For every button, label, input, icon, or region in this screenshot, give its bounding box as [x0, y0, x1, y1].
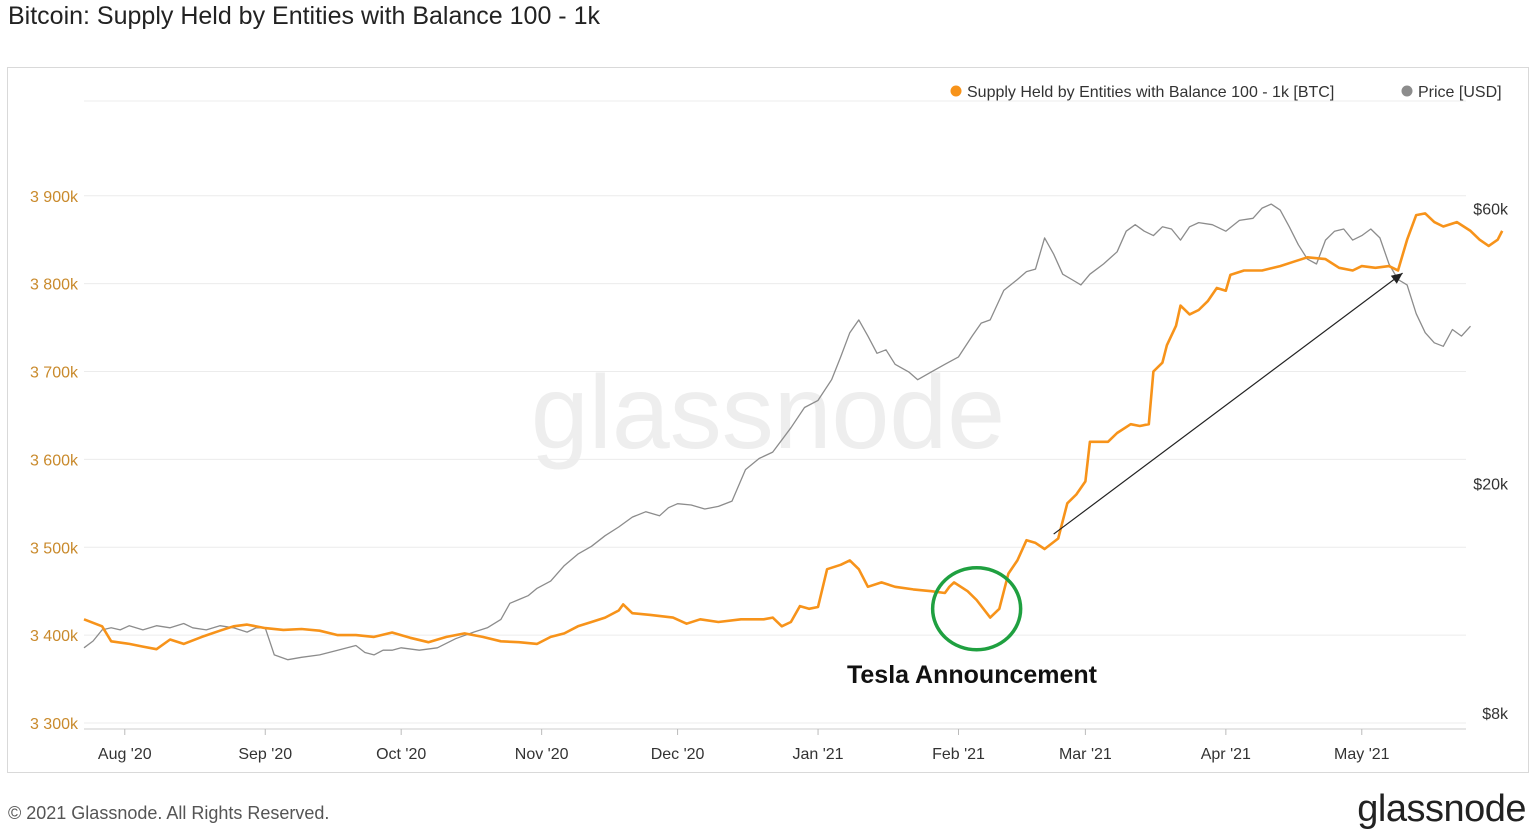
x-axis: Aug '20 Sep '20 Oct '20 Nov '20 Dec '20 Jan '…: [84, 728, 1466, 763]
x-tick-label: Aug '20: [98, 746, 152, 763]
tesla-annotation-label: Tesla Announcement: [847, 661, 1098, 689]
x-tick-label: Feb '21: [932, 746, 985, 763]
brand-logo: glassnode: [1357, 788, 1526, 830]
x-tick-label: Nov '20: [515, 746, 569, 763]
price-series: [83, 203, 1471, 661]
left-tick-label: 3 600k: [30, 452, 79, 469]
left-tick-label: 3 800k: [30, 277, 79, 294]
legend-supply-label[interactable]: Supply Held by Entities with Balance 100…: [967, 84, 1334, 101]
supply-line: [83, 212, 1504, 651]
legend-price-marker: [1401, 85, 1413, 97]
x-tick-label: May '21: [1334, 746, 1390, 763]
left-tick-label: 3 700k: [30, 365, 79, 382]
trend-arrow-head: [1390, 273, 1403, 284]
right-tick-label: $8k: [1482, 706, 1509, 723]
x-tick-label: Jan '21: [792, 746, 843, 763]
left-tick-label: 3 300k: [30, 716, 79, 733]
right-axis: $8k $20k $60k: [1473, 201, 1509, 723]
left-tick-label: 3 500k: [30, 540, 79, 557]
x-tick-label: Dec '20: [651, 746, 705, 763]
copyright: © 2021 Glassnode. All Rights Reserved.: [8, 803, 330, 823]
tesla-circle: [930, 566, 1023, 652]
left-axis: 3 300k 3 400k 3 500k 3 600k 3 700k 3 800k 3 90…: [30, 189, 79, 733]
left-tick-label: 3 900k: [30, 189, 79, 206]
legend-supply-marker: [950, 85, 962, 97]
price-line: [83, 203, 1471, 661]
x-tick-label: Oct '20: [376, 746, 426, 763]
chart-panel: [7, 67, 1529, 773]
legend[interactable]: Supply Held by Entities with Balance 100…: [950, 84, 1502, 101]
annotations: Tesla Announcement: [847, 272, 1403, 689]
right-tick-label: $60k: [1473, 201, 1509, 218]
grid-lines: [84, 100, 1466, 724]
x-tick-label: Mar '21: [1059, 746, 1112, 763]
left-tick-label: 3 400k: [30, 628, 79, 645]
page-title: Bitcoin: Supply Held by Entities with Ba…: [8, 2, 600, 30]
legend-price-label[interactable]: Price [USD]: [1418, 84, 1502, 101]
right-tick-label: $20k: [1473, 477, 1509, 494]
supply-series: [83, 212, 1504, 651]
x-tick-label: Apr '21: [1201, 746, 1251, 763]
x-tick-label: Sep '20: [238, 746, 292, 763]
trend-arrow-line: [1053, 272, 1403, 535]
